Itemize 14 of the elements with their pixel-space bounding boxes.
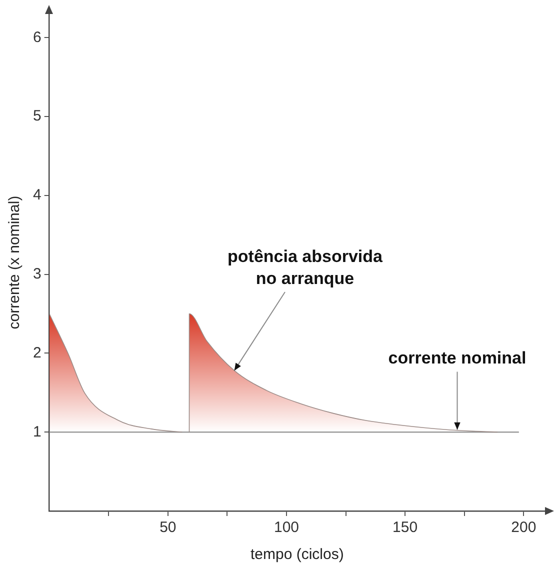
x-tick-label: 100 (274, 519, 300, 536)
annotation: potência absorvida no arranque (228, 247, 384, 288)
y-tick-label: 3 (33, 265, 42, 282)
annotation: corrente nominal (388, 348, 526, 368)
x-axis-title: tempo (ciclos) (250, 546, 344, 564)
x-tick-label: 200 (511, 519, 536, 536)
y-tick-label: 2 (33, 344, 42, 362)
y-tick-label: 6 (33, 28, 42, 46)
y-tick-label: 5 (33, 108, 42, 125)
x-tick-label: 50 (160, 519, 176, 536)
x-tick-label: 150 (392, 519, 418, 536)
y-tick-label: 1 (33, 423, 42, 440)
y-tick-label: 4 (33, 186, 42, 204)
y-axis-title: corrente (x nominal) (6, 196, 24, 330)
